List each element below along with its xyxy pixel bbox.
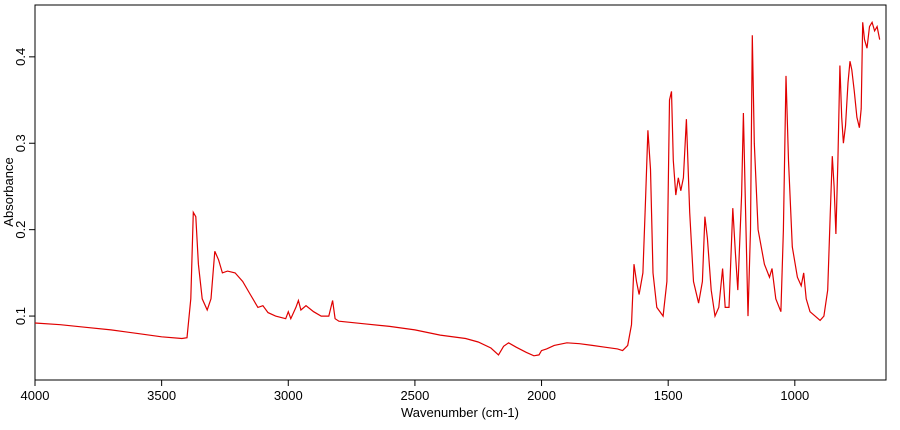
- x-tick-label: 3000: [274, 388, 303, 403]
- x-tick-label: 1500: [654, 388, 683, 403]
- x-tick-label: 2500: [400, 388, 429, 403]
- y-tick-label: 0.3: [13, 134, 28, 152]
- x-axis-label: Wavenumber (cm-1): [401, 405, 519, 420]
- x-tick-label: 1000: [780, 388, 809, 403]
- x-tick-label: 2000: [527, 388, 556, 403]
- y-axis-label: Absorbance: [1, 157, 16, 226]
- x-tick-label: 3500: [147, 388, 176, 403]
- y-tick-label: 0.2: [13, 221, 28, 239]
- x-tick-label: 4000: [21, 388, 50, 403]
- plot-frame: [34, 4, 887, 381]
- spectrum-line: [34, 20, 881, 357]
- y-tick-label: 0.1: [13, 307, 28, 325]
- y-tick-label: 0.4: [13, 48, 28, 66]
